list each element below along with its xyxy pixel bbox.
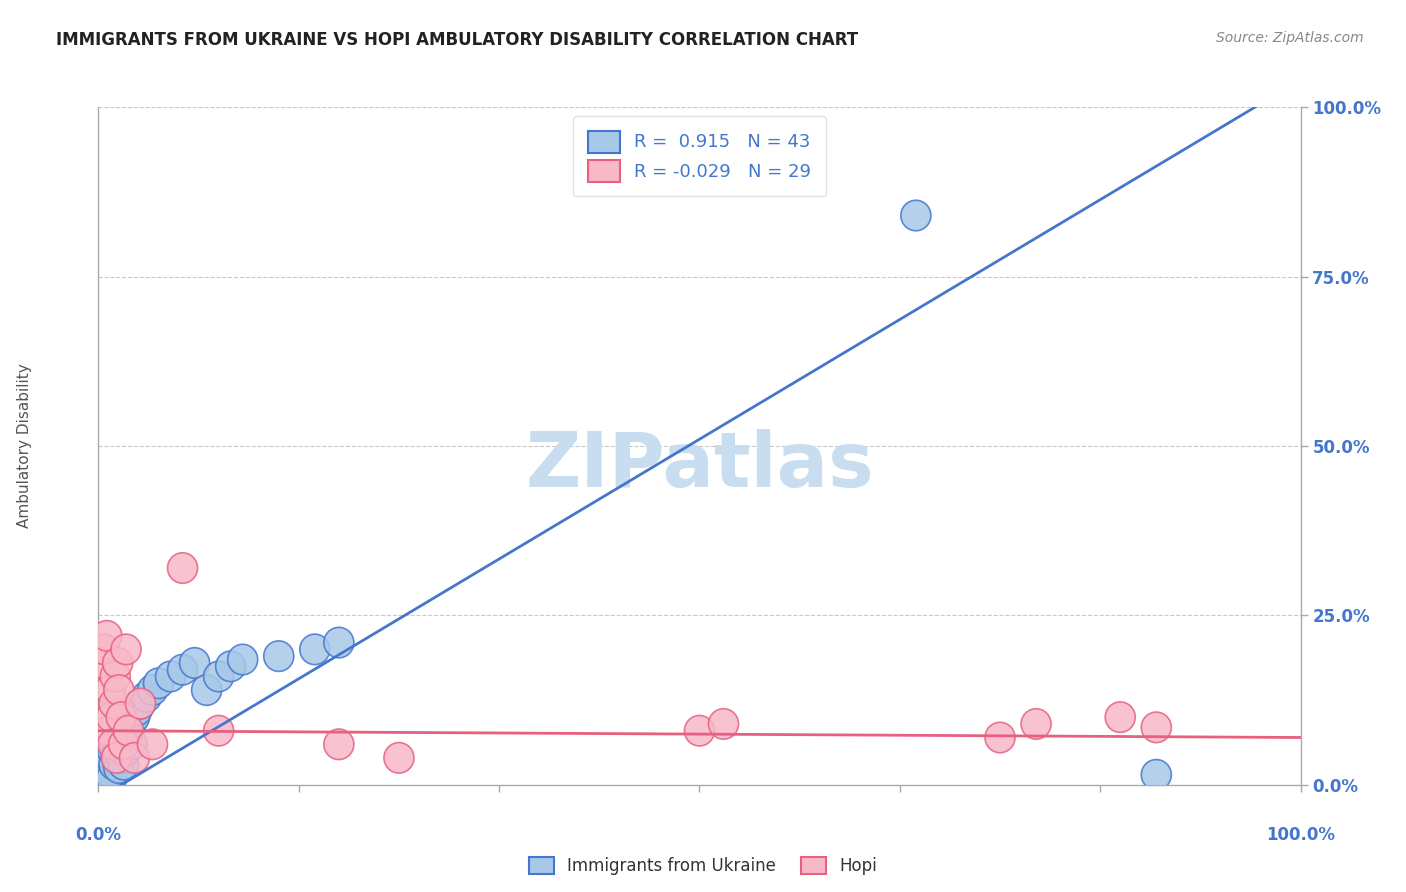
Ellipse shape	[180, 648, 209, 678]
Ellipse shape	[125, 689, 156, 719]
Ellipse shape	[98, 736, 128, 766]
Ellipse shape	[100, 729, 131, 760]
Ellipse shape	[98, 689, 129, 719]
Ellipse shape	[122, 695, 152, 726]
Ellipse shape	[709, 708, 738, 739]
Ellipse shape	[101, 742, 132, 773]
Ellipse shape	[986, 723, 1015, 753]
Ellipse shape	[1142, 712, 1171, 742]
Ellipse shape	[143, 668, 173, 698]
Ellipse shape	[120, 702, 149, 732]
Ellipse shape	[323, 627, 354, 658]
Ellipse shape	[104, 753, 134, 783]
Ellipse shape	[167, 553, 198, 583]
Text: IMMIGRANTS FROM UKRAINE VS HOPI AMBULATORY DISABILITY CORRELATION CHART: IMMIGRANTS FROM UKRAINE VS HOPI AMBULATO…	[56, 31, 859, 49]
Ellipse shape	[107, 742, 136, 773]
Ellipse shape	[228, 644, 257, 674]
Ellipse shape	[115, 708, 146, 739]
Text: 0.0%: 0.0%	[76, 826, 121, 844]
Ellipse shape	[110, 736, 139, 766]
Ellipse shape	[264, 640, 294, 672]
Ellipse shape	[94, 715, 124, 746]
Ellipse shape	[87, 756, 117, 787]
Ellipse shape	[90, 766, 120, 797]
Ellipse shape	[100, 661, 131, 692]
Ellipse shape	[167, 655, 198, 685]
Ellipse shape	[108, 749, 139, 780]
Ellipse shape	[93, 749, 124, 780]
Ellipse shape	[111, 723, 141, 753]
Ellipse shape	[89, 763, 118, 794]
Ellipse shape	[114, 715, 143, 746]
Ellipse shape	[125, 689, 156, 719]
Ellipse shape	[111, 634, 141, 665]
Ellipse shape	[90, 634, 120, 665]
Ellipse shape	[1021, 708, 1052, 739]
Ellipse shape	[132, 681, 162, 712]
Ellipse shape	[156, 661, 186, 692]
Ellipse shape	[1105, 702, 1135, 732]
Ellipse shape	[86, 760, 115, 790]
Ellipse shape	[104, 674, 134, 706]
Ellipse shape	[108, 729, 139, 760]
Ellipse shape	[204, 661, 233, 692]
Ellipse shape	[138, 729, 167, 760]
Ellipse shape	[384, 742, 413, 773]
Legend: R =  0.915   N = 43, R = -0.029   N = 29: R = 0.915 N = 43, R = -0.029 N = 29	[574, 116, 825, 196]
Ellipse shape	[98, 729, 128, 760]
Text: Ambulatory Disability: Ambulatory Disability	[17, 364, 32, 528]
Ellipse shape	[120, 742, 149, 773]
Ellipse shape	[204, 715, 233, 746]
Ellipse shape	[138, 674, 167, 706]
Ellipse shape	[107, 726, 138, 756]
Ellipse shape	[191, 674, 222, 706]
Ellipse shape	[96, 742, 125, 773]
Ellipse shape	[323, 729, 354, 760]
Ellipse shape	[1142, 760, 1171, 790]
Ellipse shape	[114, 715, 143, 746]
Ellipse shape	[91, 621, 122, 651]
Text: ZIPatlas: ZIPatlas	[526, 429, 873, 503]
Ellipse shape	[901, 200, 931, 231]
Ellipse shape	[101, 739, 132, 770]
Ellipse shape	[117, 729, 148, 760]
Ellipse shape	[215, 651, 246, 681]
Ellipse shape	[97, 763, 127, 794]
Ellipse shape	[103, 746, 132, 776]
Ellipse shape	[103, 648, 132, 678]
Ellipse shape	[90, 753, 121, 783]
Ellipse shape	[91, 760, 122, 790]
Ellipse shape	[98, 749, 129, 780]
Ellipse shape	[685, 715, 714, 746]
Ellipse shape	[87, 648, 117, 678]
Ellipse shape	[96, 674, 125, 706]
Ellipse shape	[299, 634, 330, 665]
Ellipse shape	[97, 702, 127, 732]
Text: Source: ZipAtlas.com: Source: ZipAtlas.com	[1216, 31, 1364, 45]
Text: 100.0%: 100.0%	[1265, 826, 1336, 844]
Ellipse shape	[94, 756, 124, 787]
Legend: Immigrants from Ukraine, Hopi: Immigrants from Ukraine, Hopi	[529, 856, 877, 875]
Ellipse shape	[105, 732, 135, 763]
Ellipse shape	[107, 702, 136, 732]
